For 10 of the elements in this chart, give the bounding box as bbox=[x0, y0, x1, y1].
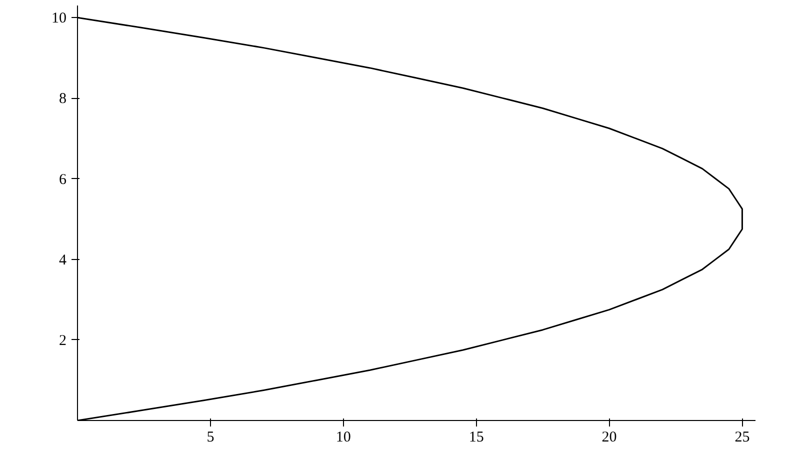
x-tick-label: 20 bbox=[602, 430, 617, 446]
x-tick-label: 5 bbox=[206, 430, 214, 446]
y-tick-label: 8 bbox=[59, 91, 66, 108]
y-tick-label: 10 bbox=[52, 10, 66, 27]
y-tick-label: 6 bbox=[59, 172, 67, 188]
x-tick-label: 15 bbox=[468, 430, 484, 446]
x-tick-label: 25 bbox=[734, 430, 750, 446]
y-tick-label: 2 bbox=[59, 332, 66, 349]
y-tick-label: 4 bbox=[59, 252, 67, 268]
x-tick-label: 10 bbox=[336, 430, 351, 446]
